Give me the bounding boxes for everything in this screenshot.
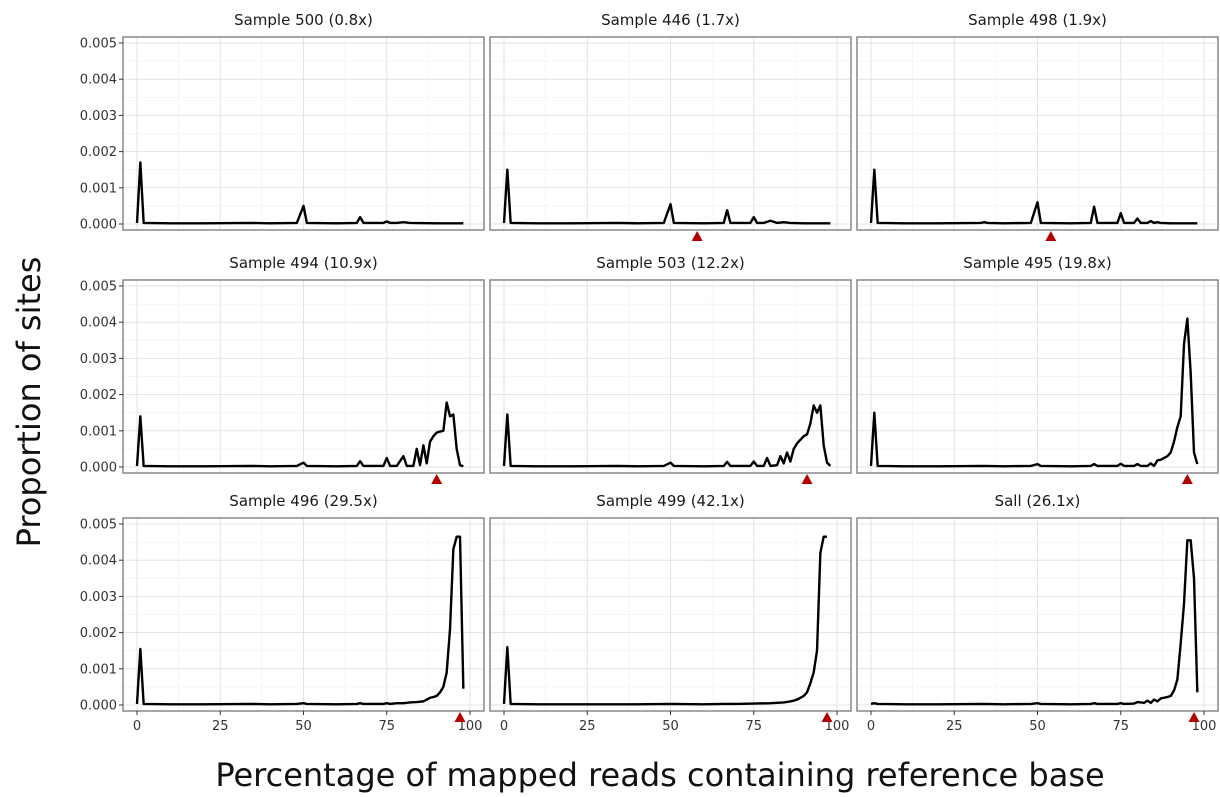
x-tick-label: 50 <box>662 719 679 734</box>
x-tick-label: 50 <box>1029 719 1046 734</box>
panel-title: Sall (26.1x) <box>995 492 1081 510</box>
marker-triangle <box>1181 474 1193 484</box>
series-line <box>135 535 465 706</box>
x-tick-label: 100 <box>1192 719 1217 734</box>
y-tick-label: 0.000 <box>80 699 117 714</box>
panel-title: Sample 498 (1.9x) <box>968 11 1107 29</box>
series-line <box>502 404 832 468</box>
y-tick-label: 0.001 <box>80 662 117 677</box>
panel-border <box>856 279 1219 474</box>
y-tick-label: 0.003 <box>80 352 117 367</box>
panel-grid: Sample 500 (0.8x) 0.000 0.001 0.002 0.003 0.0… <box>80 11 1219 734</box>
panel-1: Sample 500 (0.8x) 0.000 0.001 0.002 0.003 0.0… <box>80 11 485 233</box>
panel-border <box>489 279 852 474</box>
x-tick-label: 0 <box>867 719 875 734</box>
panel-title: Sample 494 (10.9x) <box>229 254 377 272</box>
x-tick-label: 75 <box>378 719 395 734</box>
panel-border <box>122 36 485 231</box>
series-line <box>135 161 464 225</box>
y-axis-title: Proportion of sites <box>10 257 48 548</box>
x-tick-label: 0 <box>133 719 141 734</box>
panel-border <box>489 36 852 231</box>
x-tick-label: 100 <box>825 719 850 734</box>
y-tick-label: 0.004 <box>80 316 117 331</box>
marker-triangle <box>454 712 466 722</box>
panel-title: Sample 503 (12.2x) <box>596 254 744 272</box>
y-tick-label: 0.005 <box>80 37 117 52</box>
x-tick-label: 100 <box>458 719 483 734</box>
panel-3: Sample 498 (1.9x) <box>856 11 1219 241</box>
panel-2: Sample 446 (1.7x) <box>489 11 852 241</box>
y-tick-label: 0.004 <box>80 73 117 88</box>
panel-6: Sample 495 (19.8x) <box>856 254 1219 484</box>
x-tick-label: 25 <box>946 719 963 734</box>
panel-8: Sample 499 (42.1x) 0 25 50 75 100 <box>489 492 852 734</box>
series-line <box>869 168 1198 225</box>
panel-title: Sample 500 (0.8x) <box>234 11 373 29</box>
panel-4: Sample 494 (10.9x) 0.000 0.001 0.002 0.003 0.… <box>80 254 485 484</box>
panel-title: Sample 499 (42.1x) <box>596 492 744 510</box>
marker-triangle <box>691 231 703 241</box>
x-axis-title: Percentage of mapped reads containing re… <box>215 756 1104 794</box>
y-tick-label: 0.003 <box>80 109 117 124</box>
y-tick-label: 0.002 <box>80 145 117 160</box>
x-tick-label: 0 <box>500 719 508 734</box>
panel-border <box>856 36 1219 231</box>
y-tick-label: 0.002 <box>80 388 117 403</box>
marker-triangle <box>801 474 813 484</box>
y-tick-label: 0.005 <box>80 280 117 295</box>
y-tick-label: 0.004 <box>80 554 117 569</box>
panel-9: Sall (26.1x) 0 25 50 75 100 <box>856 492 1219 734</box>
panel-title: Sample 496 (29.5x) <box>229 492 377 510</box>
y-tick-label: 0.002 <box>80 626 117 641</box>
series-line <box>869 317 1199 468</box>
y-tick-label: 0.005 <box>80 518 117 533</box>
panel-border <box>122 279 485 474</box>
y-tick-label: 0.000 <box>80 218 117 233</box>
y-tick-label: 0.003 <box>80 590 117 605</box>
marker-triangle <box>1045 231 1057 241</box>
series-line <box>502 168 831 225</box>
marker-triangle <box>821 712 833 722</box>
panel-5: Sample 503 (12.2x) <box>489 254 852 484</box>
marker-triangle <box>1188 712 1200 722</box>
y-tick-label: 0.001 <box>80 181 117 196</box>
x-tick-label: 25 <box>579 719 596 734</box>
x-tick-label: 75 <box>1112 719 1129 734</box>
marker-triangle <box>431 474 443 484</box>
series-line <box>502 535 828 706</box>
x-tick-label: 50 <box>295 719 312 734</box>
series-line <box>870 539 1199 706</box>
series-line <box>135 401 464 468</box>
panel-7: Sample 496 (29.5x) 0.000 0.001 0.002 0.003 0.… <box>80 492 485 734</box>
x-tick-label: 25 <box>212 719 229 734</box>
x-tick-label: 75 <box>745 719 762 734</box>
panel-title: Sample 495 (19.8x) <box>963 254 1111 272</box>
y-tick-label: 0.001 <box>80 424 117 439</box>
panel-title: Sample 446 (1.7x) <box>601 11 740 29</box>
y-tick-label: 0.000 <box>80 461 117 476</box>
